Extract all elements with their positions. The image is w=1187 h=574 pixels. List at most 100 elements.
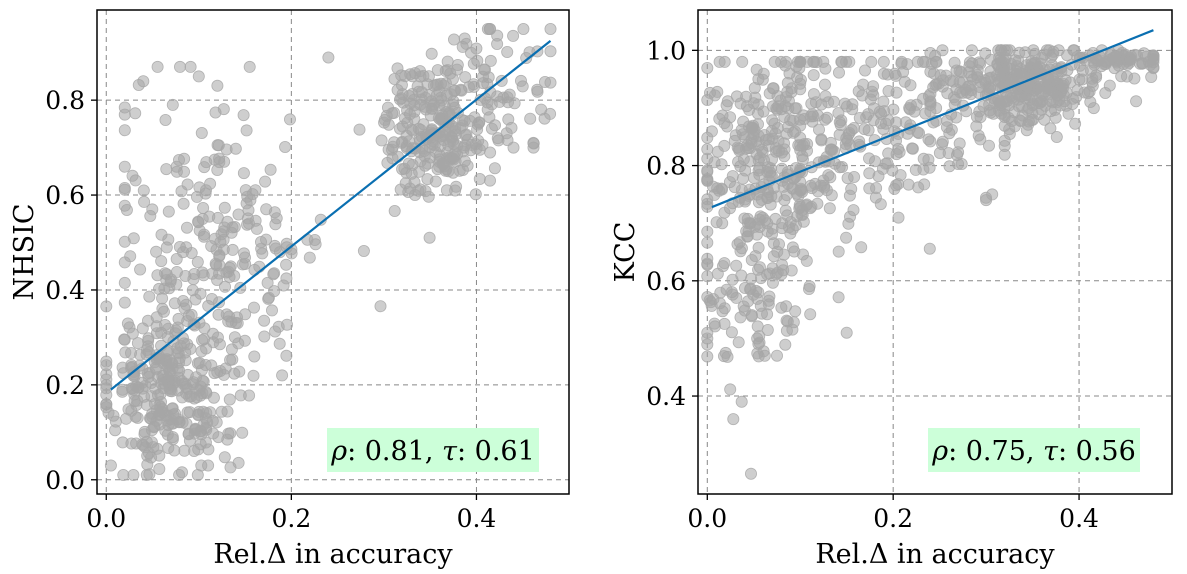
nhsic-data-point xyxy=(140,398,153,411)
nhsic-data-point xyxy=(212,308,225,321)
nhsic-data-point xyxy=(473,172,486,185)
kcc-annotation-text: ρ: 0.75, τ: 0.56 xyxy=(931,436,1136,467)
kcc-data-point xyxy=(758,129,771,142)
kcc-data-point xyxy=(719,346,732,359)
kcc-data-point xyxy=(879,117,892,130)
nhsic-data-point xyxy=(269,218,282,231)
nhsic-data-point xyxy=(531,85,544,98)
nhsic-axes-frame xyxy=(96,9,570,495)
nhsic-fit-line xyxy=(110,39,552,391)
kcc-data-point xyxy=(833,66,846,79)
nhsic-data-point xyxy=(433,99,446,112)
nhsic-data-point xyxy=(218,451,231,464)
kcc-data-point xyxy=(744,282,757,295)
nhsic-data-point xyxy=(180,221,193,234)
nhsic-data-point xyxy=(155,255,168,268)
kcc-data-point xyxy=(720,99,733,112)
nhsic-data-point xyxy=(457,141,470,154)
kcc-data-point xyxy=(708,89,721,102)
nhsic-data-point xyxy=(177,246,190,259)
nhsic-data-point xyxy=(268,267,281,280)
kcc-data-point xyxy=(853,112,866,125)
nhsic-data-point xyxy=(238,334,251,347)
kcc-data-point xyxy=(730,259,743,272)
nhsic-data-point xyxy=(195,345,208,358)
kcc-data-point xyxy=(933,146,946,159)
nhsic-data-point xyxy=(268,206,281,219)
nhsic-data-point xyxy=(429,175,442,188)
kcc-data-point xyxy=(745,253,758,266)
kcc-data-point xyxy=(924,99,937,112)
kcc-data-point xyxy=(807,88,820,101)
nhsic-data-point xyxy=(142,334,155,347)
kcc-data-point xyxy=(1032,108,1045,121)
kcc-data-point xyxy=(819,90,832,103)
nhsic-data-point xyxy=(125,361,138,374)
kcc-data-point xyxy=(794,119,807,132)
nhsic-data-point xyxy=(400,140,413,153)
nhsic-data-point xyxy=(460,37,473,50)
nhsic-data-point xyxy=(183,406,196,419)
kcc-data-point xyxy=(961,86,974,99)
kcc-data-point xyxy=(963,60,976,73)
kcc-data-point xyxy=(784,227,797,240)
nhsic-y-tick-label-4: 0.8 xyxy=(45,86,85,115)
kcc-data-point xyxy=(715,158,728,171)
kcc-data-point xyxy=(761,217,774,230)
kcc-data-point xyxy=(848,170,861,183)
kcc-data-point xyxy=(794,143,807,156)
nhsic-data-point xyxy=(501,46,514,59)
kcc-data-point xyxy=(877,95,890,108)
kcc-data-point xyxy=(998,44,1011,57)
nhsic-data-point xyxy=(131,337,144,350)
nhsic-data-point xyxy=(161,428,174,441)
kcc-data-point xyxy=(840,231,853,244)
nhsic-data-point xyxy=(129,174,142,187)
nhsic-data-point xyxy=(491,38,504,51)
kcc-data-point xyxy=(711,145,724,158)
nhsic-data-point xyxy=(199,436,212,449)
kcc-x-tick-label-1: 0.2 xyxy=(873,504,913,533)
kcc-data-point xyxy=(1115,70,1128,83)
kcc-data-point xyxy=(718,206,731,219)
kcc-data-point xyxy=(751,320,764,333)
nhsic-data-point xyxy=(236,426,249,439)
kcc-data-point xyxy=(924,65,937,78)
kcc-panel: ρ: 0.75, τ: 0.56 0.0 0.2 0.4 0.4 0.6 0.8 1.0 R… xyxy=(610,9,1173,570)
kcc-data-point xyxy=(730,291,743,304)
kcc-data-point xyxy=(766,276,779,289)
kcc-data-point xyxy=(917,152,930,165)
kcc-data-point xyxy=(965,44,978,57)
nhsic-data-point xyxy=(440,184,453,197)
nhsic-data-point xyxy=(168,297,181,310)
nhsic-data-point xyxy=(280,349,293,362)
kcc-data-point xyxy=(767,250,780,263)
nhsic-data-point xyxy=(381,101,394,114)
kcc-data-point xyxy=(705,125,718,138)
kcc-data-point xyxy=(790,219,803,232)
nhsic-data-point xyxy=(209,106,222,119)
kcc-data-point xyxy=(870,182,883,195)
nhsic-data-point xyxy=(173,468,186,481)
nhsic-data-point xyxy=(539,76,552,89)
nhsic-data-point xyxy=(153,352,166,365)
kcc-data-point xyxy=(1040,44,1053,57)
nhsic-data-point xyxy=(151,60,164,73)
nhsic-data-point xyxy=(425,47,438,60)
nhsic-data-point xyxy=(386,140,399,153)
kcc-data-point xyxy=(736,172,749,185)
kcc-data-point xyxy=(745,121,758,134)
kcc-data-point xyxy=(894,169,907,182)
kcc-data-point xyxy=(929,49,942,62)
kcc-data-point xyxy=(782,102,795,115)
nhsic-data-point xyxy=(179,346,192,359)
kcc-data-point xyxy=(819,62,832,75)
nhsic-data-point xyxy=(199,184,212,197)
nhsic-data-point xyxy=(460,128,473,141)
kcc-data-point xyxy=(1050,130,1063,143)
nhsic-data-point xyxy=(280,258,293,271)
kcc-data-point xyxy=(825,189,838,202)
nhsic-data-point xyxy=(233,365,246,378)
kcc-data-point xyxy=(1073,73,1086,86)
kcc-data-point xyxy=(762,161,775,174)
